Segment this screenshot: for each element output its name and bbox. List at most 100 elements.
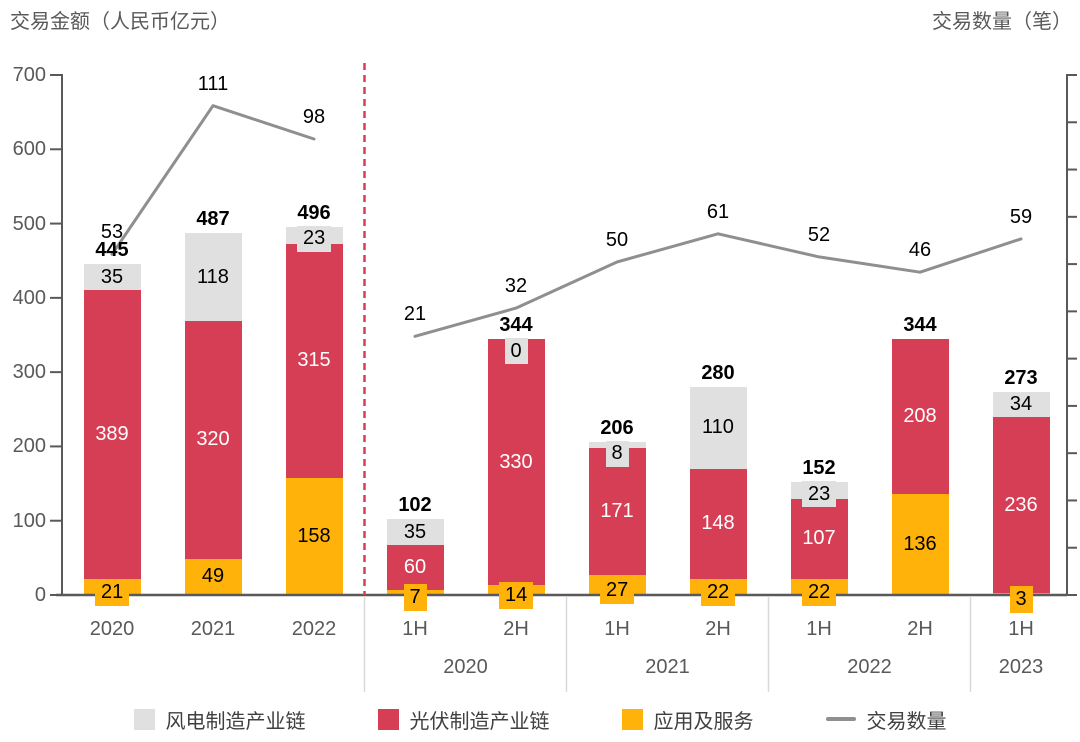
bar-total-label: 102 <box>398 494 432 517</box>
bar-segment-风电制造产业链 <box>386 519 444 546</box>
bar-segment-光伏制造产业链 <box>790 499 848 579</box>
y-axis-tick-label: 300 <box>12 361 46 384</box>
bar-total-label: 445 <box>95 239 129 262</box>
segment-value-label: 0 <box>504 338 528 365</box>
segment-value-label: 148 <box>701 512 735 535</box>
x-axis-label: 2021 <box>190 618 236 640</box>
bar-segment-光伏制造产业链 <box>689 468 747 579</box>
count-value-label: 21 <box>403 303 427 326</box>
segment-value-label: 34 <box>1009 393 1033 416</box>
bar-segment-光伏制造产业链 <box>386 545 444 590</box>
count-value-label: 52 <box>807 223 831 246</box>
legend: 风电制造产业链 光伏制造产业链 应用及服务 交易数量 <box>0 702 1080 736</box>
y-axis-tick-label: 500 <box>12 212 46 235</box>
segment-value-label: 389 <box>95 423 129 446</box>
legend-label: 光伏制造产业链 <box>409 710 550 733</box>
count-value-label: 53 <box>100 221 124 244</box>
bar-total-label: 206 <box>600 416 634 439</box>
transaction-count-line <box>110 104 316 256</box>
bar-segment-风电制造产业链 <box>184 233 242 321</box>
y-axis-tick-label: 0 <box>34 584 46 606</box>
count-value-label: 32 <box>504 275 528 298</box>
count-value-label: 46 <box>908 239 932 262</box>
apps-swatch-icon <box>621 708 643 730</box>
segment-value-label: 320 <box>196 428 230 451</box>
wind-swatch-icon <box>133 708 155 730</box>
segment-value-label: 23 <box>297 225 332 252</box>
bar-segment-光伏制造产业链 <box>83 290 141 580</box>
legend-item-solar: 光伏制造产业链 <box>377 705 550 734</box>
chart-title-amount: 交易金额（人民币亿元） <box>10 11 230 33</box>
count-value-label: 59 <box>1009 205 1033 228</box>
segment-value-label: 27 <box>600 576 635 604</box>
bar-segment-光伏制造产业链 <box>588 447 646 575</box>
y-axis-tick-label: 400 <box>12 286 46 309</box>
bar-segment-风电制造产业链 <box>689 387 747 469</box>
segment-value-label: 35 <box>403 520 427 543</box>
segment-value-label: 49 <box>201 565 225 588</box>
x-axis-label: 2020 <box>89 618 135 640</box>
bar-total-label: 487 <box>196 208 230 231</box>
segment-value-label: 236 <box>1004 493 1038 516</box>
solar-swatch-icon <box>377 708 399 730</box>
y-axis-tick-label: 100 <box>12 509 46 532</box>
x-axis-label: 1H <box>402 618 428 640</box>
segment-value-label: 35 <box>100 265 124 288</box>
bar-total-label: 344 <box>499 314 533 337</box>
x-axis-group-label: 2023 <box>998 656 1044 678</box>
segment-value-label: 136 <box>903 532 937 555</box>
x-axis-label: 2H <box>503 618 529 640</box>
bar-total-label: 344 <box>903 314 937 337</box>
bar-segment-应用及服务 <box>184 558 242 595</box>
legend-item-count-line: 交易数量 <box>825 705 947 734</box>
bar-segment-光伏制造产业链 <box>285 243 343 478</box>
count-value-label: 111 <box>197 72 229 95</box>
x-axis-label: 2H <box>907 618 933 640</box>
bar-total-label: 152 <box>802 457 836 480</box>
segment-value-label: 23 <box>802 481 837 508</box>
count-line-swatch-icon <box>825 717 856 721</box>
y-axis-tick-label: 700 <box>12 64 46 86</box>
count-value-label: 50 <box>605 228 629 251</box>
legend-item-wind: 风电制造产业链 <box>133 705 306 734</box>
x-axis-label: 1H <box>604 618 630 640</box>
legend-label: 应用及服务 <box>653 710 754 733</box>
x-axis-label: 1H <box>1008 618 1034 640</box>
segment-value-label: 118 <box>197 265 229 288</box>
segment-value-label: 7 <box>403 584 427 612</box>
bar-segment-应用及服务 <box>285 477 343 595</box>
x-axis-label: 1H <box>806 618 832 640</box>
x-axis-group-label: 2021 <box>645 656 690 678</box>
bar-segment-光伏制造产业链 <box>992 417 1050 593</box>
x-axis-label: 2022 <box>291 618 337 640</box>
count-value-label: 61 <box>706 200 730 223</box>
segment-value-label: 22 <box>701 578 736 606</box>
legend-item-apps: 应用及服务 <box>621 705 754 734</box>
segment-value-label: 60 <box>403 556 427 578</box>
segment-value-label: 21 <box>95 579 130 607</box>
count-value-label: 98 <box>302 106 326 129</box>
bar-segment-风电制造产业链 <box>992 392 1050 418</box>
bar-total-label: 280 <box>701 362 735 384</box>
segment-value-label: 171 <box>600 499 634 522</box>
x-axis-group-label: 2020 <box>443 656 488 678</box>
bar-segment-应用及服务 <box>891 493 949 595</box>
legend-label: 交易数量 <box>866 710 947 733</box>
bar-total-label: 496 <box>297 201 331 224</box>
legend-label: 风电制造产业链 <box>165 710 306 733</box>
segment-value-label: 14 <box>499 581 534 609</box>
y-axis-tick-label: 600 <box>12 138 46 161</box>
segment-value-label: 8 <box>605 440 629 467</box>
segment-value-label: 158 <box>297 524 331 547</box>
y-axis-tick-label: 200 <box>12 435 46 458</box>
segment-value-label: 107 <box>802 527 836 550</box>
x-axis-group-label: 2022 <box>847 656 892 678</box>
segment-value-label: 3 <box>1009 585 1033 613</box>
segment-value-label: 208 <box>903 405 937 428</box>
bar-segment-光伏制造产业链 <box>184 320 242 559</box>
bar-segment-光伏制造产业链 <box>487 339 545 585</box>
chart-title-count: 交易数量（笔） <box>932 11 1072 33</box>
